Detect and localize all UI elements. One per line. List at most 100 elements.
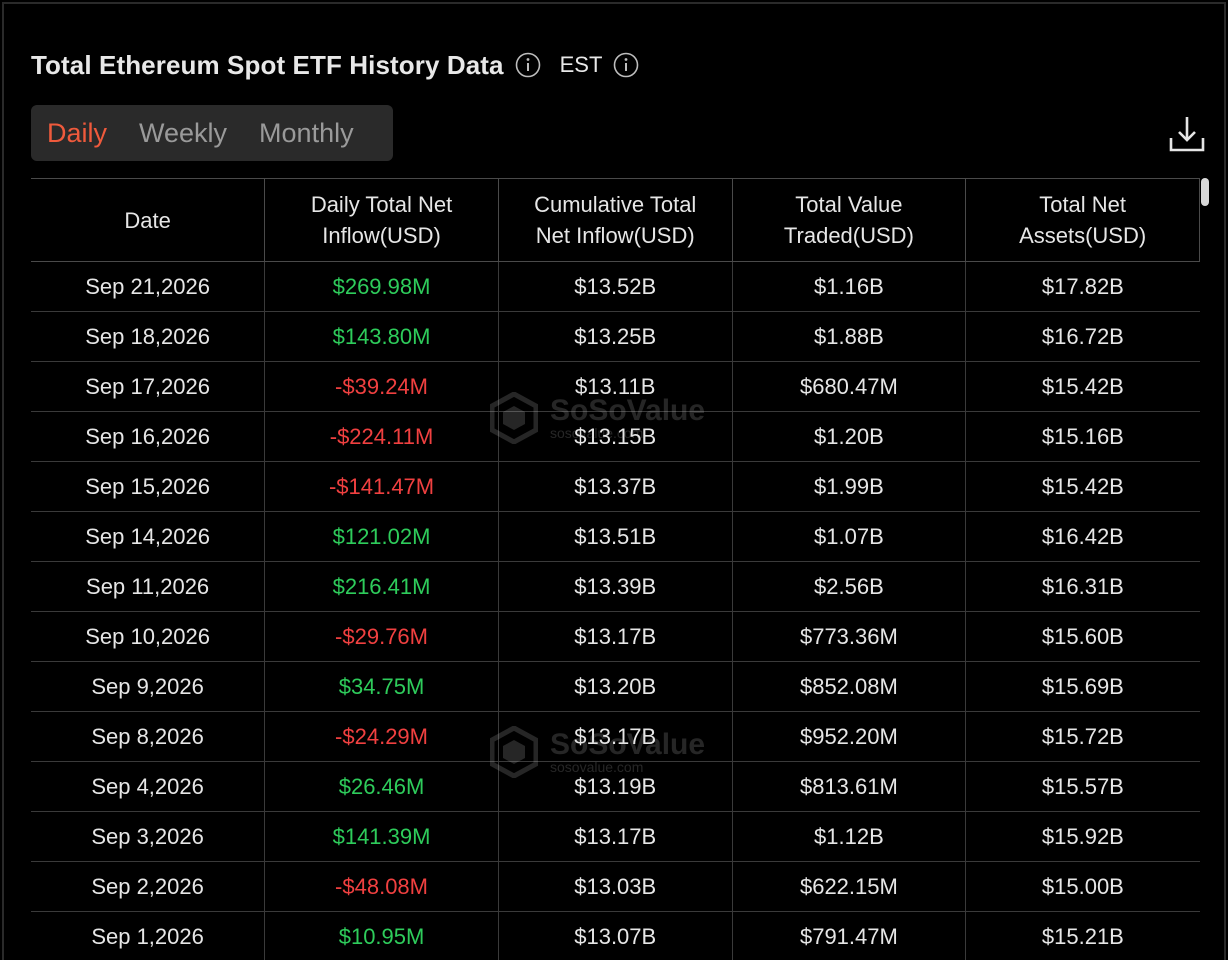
value-traded-cell: $791.47M — [731, 911, 966, 960]
value-traded-cell: $680.47M — [731, 361, 966, 412]
cumulative-inflow-cell: $13.17B — [497, 711, 733, 762]
net-assets-cell: $15.60B — [965, 611, 1200, 662]
tab-daily[interactable]: Daily — [47, 118, 108, 148]
date-cell: Sep 21,2026 — [31, 261, 265, 312]
daily-inflow-cell: -$224.11M — [264, 411, 499, 462]
daily-inflow-cell: $269.98M — [264, 261, 499, 312]
value-traded-cell: $1.12B — [731, 811, 966, 862]
date-cell: Sep 10,2026 — [31, 611, 265, 662]
value-traded-cell: $622.15M — [731, 861, 966, 912]
column-header-line: Total Net — [1039, 192, 1127, 217]
date-cell: Sep 15,2026 — [31, 461, 265, 512]
table-scrollbar[interactable] — [1200, 178, 1212, 960]
value-traded-cell: $1.16B — [731, 261, 966, 312]
date-cell: Sep 8,2026 — [31, 711, 265, 762]
net-assets-cell: $15.00B — [965, 861, 1200, 912]
table-row: Sep 16,2026 -$224.11M $13.15B $1.20B $15.16B — [31, 411, 1200, 462]
value-traded-cell: $773.36M — [731, 611, 966, 662]
cumulative-inflow-cell: $13.52B — [497, 261, 733, 312]
column-header: Daily Total Net Inflow(USD) — [264, 178, 499, 262]
date-cell: Sep 3,2026 — [31, 811, 265, 862]
column-header-line: Total Value — [795, 192, 903, 217]
date-cell: Sep 11,2026 — [31, 561, 265, 612]
net-assets-cell: $15.42B — [965, 461, 1200, 512]
date-cell: Sep 1,2026 — [31, 911, 265, 960]
column-header-line: Inflow(USD) — [322, 223, 441, 248]
value-traded-cell: $952.20M — [731, 711, 966, 762]
table-row: Sep 18,2026 $143.80M $13.25B $1.88B $16.72B — [31, 311, 1200, 362]
cumulative-inflow-cell: $13.51B — [497, 511, 733, 562]
table-row: Sep 10,2026 -$29.76M $13.17B $773.36M $15.60… — [31, 611, 1200, 662]
column-header: Total Value Traded(USD) — [731, 178, 967, 262]
daily-inflow-cell: $10.95M — [264, 911, 499, 960]
cumulative-inflow-cell: $13.19B — [497, 761, 733, 812]
column-header-line: Date — [124, 207, 171, 233]
value-traded-cell: $852.08M — [731, 661, 966, 712]
download-button[interactable] — [1168, 114, 1206, 154]
net-assets-cell: $15.92B — [965, 811, 1200, 862]
cumulative-inflow-cell: $13.20B — [497, 661, 733, 712]
tab-weekly[interactable]: Weekly — [139, 118, 228, 148]
download-icon — [1169, 117, 1205, 152]
cumulative-inflow-cell: $13.25B — [497, 311, 733, 362]
value-traded-cell: $1.99B — [731, 461, 966, 512]
cumulative-inflow-cell: $13.15B — [497, 411, 733, 462]
table-row: Sep 1,2026 $10.95M $13.07B $791.47M $15.21B — [31, 911, 1200, 960]
daily-inflow-cell: -$39.24M — [264, 361, 499, 412]
daily-inflow-cell: -$29.76M — [264, 611, 499, 662]
net-assets-cell: $16.31B — [965, 561, 1200, 612]
daily-inflow-cell: $26.46M — [264, 761, 499, 812]
daily-inflow-cell: $141.39M — [264, 811, 499, 862]
column-header: Total Net Assets(USD) — [965, 178, 1200, 262]
table-row: Sep 9,2026 $34.75M $13.20B $852.08M $15.69B — [31, 661, 1200, 712]
scrollbar-thumb[interactable] — [1201, 178, 1209, 206]
net-assets-cell: $15.21B — [965, 911, 1200, 960]
cumulative-inflow-cell: $13.17B — [497, 611, 733, 662]
tab-monthly[interactable]: Monthly — [259, 118, 354, 148]
table-row: Sep 8,2026 -$24.29M $13.17B $952.20M $15.72B — [31, 711, 1200, 762]
table-row: Sep 2,2026 -$48.08M $13.03B $622.15M $15.00B — [31, 861, 1200, 912]
title-row: Total Ethereum Spot ETF History Data EST — [31, 48, 640, 82]
date-cell: Sep 17,2026 — [31, 361, 265, 412]
date-cell: Sep 4,2026 — [31, 761, 265, 812]
timezone-info-icon[interactable] — [612, 51, 640, 79]
date-cell: Sep 18,2026 — [31, 311, 265, 362]
value-traded-cell: $1.07B — [731, 511, 966, 562]
net-assets-cell: $15.16B — [965, 411, 1200, 462]
column-header-line: Assets(USD) — [1019, 223, 1147, 248]
net-assets-cell: $15.72B — [965, 711, 1200, 762]
table-row: Sep 3,2026 $141.39M $13.17B $1.12B $15.92B — [31, 811, 1200, 862]
net-assets-cell: $16.72B — [965, 311, 1200, 362]
info-icon[interactable] — [514, 51, 542, 79]
date-cell: Sep 2,2026 — [31, 861, 265, 912]
cumulative-inflow-cell: $13.17B — [497, 811, 733, 862]
net-assets-cell: $15.42B — [965, 361, 1200, 412]
table-header-row: Date Daily Total Net Inflow(USD) Cumulative… — [31, 178, 1200, 262]
daily-inflow-cell: $34.75M — [264, 661, 499, 712]
daily-inflow-cell: -$48.08M — [264, 861, 499, 912]
column-header: Date — [31, 178, 266, 262]
date-cell: Sep 9,2026 — [31, 661, 265, 712]
table-row: Sep 14,2026 $121.02M $13.51B $1.07B $16.42B — [31, 511, 1200, 562]
cumulative-inflow-cell: $13.11B — [497, 361, 733, 412]
column-header: Cumulative Total Net Inflow(USD) — [497, 178, 733, 262]
column-header-line: Net Inflow(USD) — [535, 223, 695, 248]
column-header-line: Daily Total Net — [310, 192, 453, 217]
period-tabs: Daily Weekly Monthly — [31, 105, 393, 161]
date-cell: Sep 16,2026 — [31, 411, 265, 462]
page-title: Total Ethereum Spot ETF History Data — [31, 49, 504, 80]
net-assets-cell: $15.69B — [965, 661, 1200, 712]
date-cell: Sep 14,2026 — [31, 511, 265, 562]
value-traded-cell: $1.88B — [731, 311, 966, 362]
daily-inflow-cell: $143.80M — [264, 311, 499, 362]
timezone-label: EST — [559, 52, 603, 77]
column-header-line: Traded(USD) — [783, 223, 914, 248]
cumulative-inflow-cell: $13.03B — [497, 861, 733, 912]
cumulative-inflow-cell: $13.37B — [497, 461, 733, 512]
table-row: Sep 21,2026 $269.98M $13.52B $1.16B $17.82B — [31, 261, 1200, 312]
net-assets-cell: $15.57B — [965, 761, 1200, 812]
table-row: Sep 15,2026 -$141.47M $13.37B $1.99B $15.42B — [31, 461, 1200, 512]
cumulative-inflow-cell: $13.07B — [497, 911, 733, 960]
column-header-line: Cumulative Total — [534, 192, 697, 217]
